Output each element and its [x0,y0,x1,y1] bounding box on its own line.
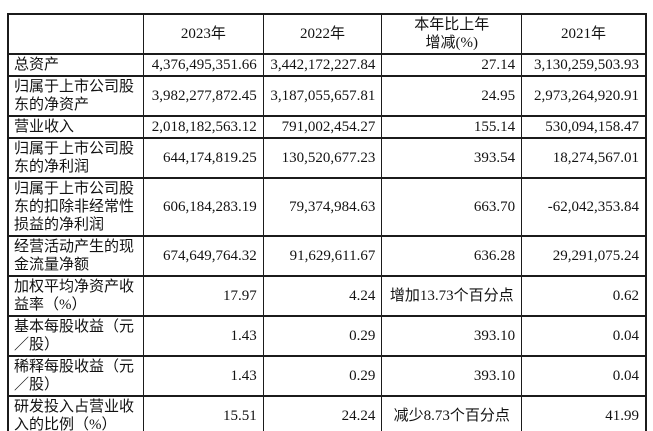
value-2022: 4.24 [262,275,383,317]
value-2022: 91,629,611.67 [262,235,383,277]
value-change: 393.10 [381,315,523,357]
value-2023: 674,649,764.32 [143,235,264,277]
value-change: 27.14 [381,53,523,77]
metric-label: 经营活动产生的现 金流量净额 [7,235,145,277]
value-2022: 3,442,172,227.84 [262,53,383,77]
value-2021: 18,274,567.01 [521,137,647,179]
value-2022: 24.24 [262,395,383,431]
value-2023: 1.43 [143,315,264,357]
value-change: 减少8.73个百分点 [381,395,523,431]
value-2023: 1.43 [143,355,264,397]
table-row: 归属于上市公司股 东的净利润 644,174,819.25 130,520,67… [7,137,647,179]
table-header-row: 2023年 2022年 本年比上年 增减(%) 2021年 [7,13,647,55]
value-2023: 4,376,495,351.66 [143,53,264,77]
value-change: 663.70 [381,177,523,237]
value-2022: 0.29 [262,315,383,357]
value-change: 393.10 [381,355,523,397]
metric-label: 归属于上市公司股 东的扣除非经常性 损益的净利润 [7,177,145,237]
metric-label: 研发投入占营业收 入的比例（%） [7,395,145,431]
header-year-2021: 2021年 [521,13,647,55]
table-row: 加权平均净资产收 益率（%） 17.97 4.24 增加13.73个百分点 0.… [7,275,647,317]
table-row: 营业收入 2,018,182,563.12 791,002,454.27 155… [7,115,647,139]
table-row: 总资产 4,376,495,351.66 3,442,172,227.84 27… [7,53,647,77]
metric-label: 总资产 [7,53,145,77]
value-change: 393.54 [381,137,523,179]
value-2021: 530,094,158.47 [521,115,647,139]
value-2022: 791,002,454.27 [262,115,383,139]
value-2021: 0.04 [521,315,647,357]
value-2022: 3,187,055,657.81 [262,75,383,117]
value-2023: 606,184,283.19 [143,177,264,237]
header-metric [7,13,145,55]
value-2021: -62,042,353.84 [521,177,647,237]
value-2021: 2,973,264,920.91 [521,75,647,117]
value-2021: 41.99 [521,395,647,431]
metric-label: 营业收入 [7,115,145,139]
header-year-2023: 2023年 [143,13,264,55]
table-row: 稀释每股收益（元 ／股） 1.43 0.29 393.10 0.04 [7,355,647,397]
value-change: 24.95 [381,75,523,117]
value-2023: 2,018,182,563.12 [143,115,264,139]
table-row: 经营活动产生的现 金流量净额 674,649,764.32 91,629,611… [7,235,647,277]
header-year-2022: 2022年 [262,13,383,55]
value-2021: 3,130,259,503.93 [521,53,647,77]
metric-label: 稀释每股收益（元 ／股） [7,355,145,397]
table-row: 归属于上市公司股 东的扣除非经常性 损益的净利润 606,184,283.19 … [7,177,647,237]
value-2021: 0.62 [521,275,647,317]
value-2021: 29,291,075.24 [521,235,647,277]
value-2023: 17.97 [143,275,264,317]
table-row: 基本每股收益（元 ／股） 1.43 0.29 393.10 0.04 [7,315,647,357]
value-change: 增加13.73个百分点 [381,275,523,317]
value-2022: 79,374,984.63 [262,177,383,237]
metric-label: 归属于上市公司股 东的净利润 [7,137,145,179]
metric-label: 归属于上市公司股 东的净资产 [7,75,145,117]
header-change-yoy: 本年比上年 增减(%) [381,13,523,55]
table-row: 研发投入占营业收 入的比例（%） 15.51 24.24 减少8.73个百分点 … [7,395,647,431]
value-2023: 15.51 [143,395,264,431]
financial-summary-table: 2023年 2022年 本年比上年 增减(%) 2021年 总资产 4,376,… [7,13,647,431]
value-2022: 0.29 [262,355,383,397]
value-2023: 3,982,277,872.45 [143,75,264,117]
table-row: 归属于上市公司股 东的净资产 3,982,277,872.45 3,187,05… [7,75,647,117]
metric-label: 加权平均净资产收 益率（%） [7,275,145,317]
value-2021: 0.04 [521,355,647,397]
value-2022: 130,520,677.23 [262,137,383,179]
metric-label: 基本每股收益（元 ／股） [7,315,145,357]
value-change: 636.28 [381,235,523,277]
value-2023: 644,174,819.25 [143,137,264,179]
value-change: 155.14 [381,115,523,139]
